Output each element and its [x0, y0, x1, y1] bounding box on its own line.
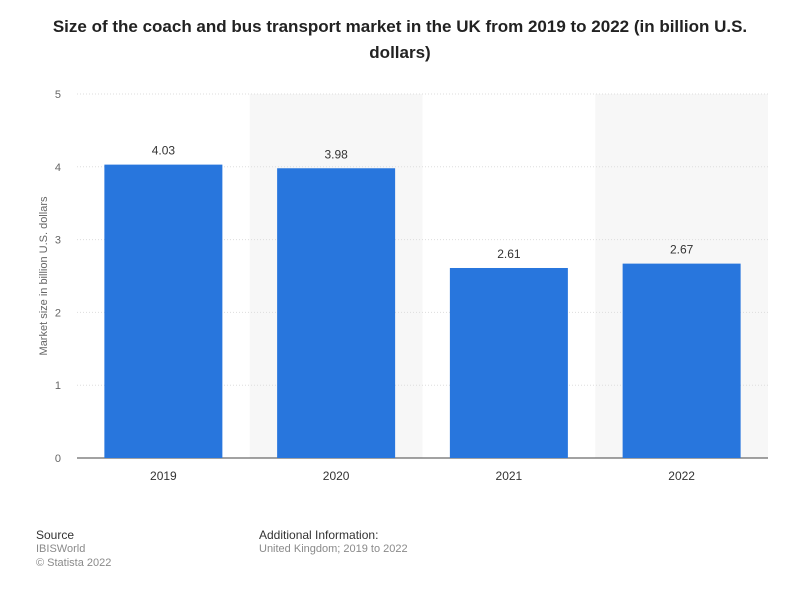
data-label: 4.03 [152, 144, 176, 158]
bar[interactable] [277, 168, 396, 459]
x-tick-label: 2020 [323, 469, 350, 483]
source-block: Source IBISWorld © Statista 2022 [36, 528, 111, 570]
bar[interactable] [449, 267, 568, 458]
additional-info-heading: Additional Information: [259, 528, 379, 542]
source-name: IBISWorld [36, 543, 86, 555]
data-label: 2.61 [497, 247, 521, 261]
chart-title: Size of the coach and bus transport mark… [52, 17, 748, 62]
y-axis-title: Market size in billion U.S. dollars [38, 196, 50, 355]
data-label: 3.98 [324, 147, 348, 161]
y-tick-label: 5 [55, 89, 61, 101]
bars [104, 164, 741, 459]
y-tick-label: 4 [55, 162, 61, 174]
x-tick-label: 2021 [496, 469, 523, 483]
x-tick-label: 2019 [150, 469, 177, 483]
data-label: 2.67 [670, 243, 694, 257]
y-tick-label: 0 [55, 453, 61, 465]
additional-info-text: United Kingdom; 2019 to 2022 [259, 543, 408, 555]
copyright: © Statista 2022 [36, 557, 112, 569]
bar[interactable] [104, 164, 223, 458]
x-tick-label: 2022 [668, 469, 695, 483]
additional-info-block: Additional Information: United Kingdom; … [259, 528, 408, 556]
y-tick-label: 2 [55, 307, 61, 319]
source-heading: Source [36, 528, 75, 542]
labels: 0 1 2 3 4 5 4.03 2019 3.98 2020 2.61 2021 2.67 2022 [55, 89, 695, 483]
y-tick-label: 1 [55, 380, 61, 392]
bar[interactable] [622, 263, 741, 458]
y-tick-label: 3 [55, 235, 61, 247]
